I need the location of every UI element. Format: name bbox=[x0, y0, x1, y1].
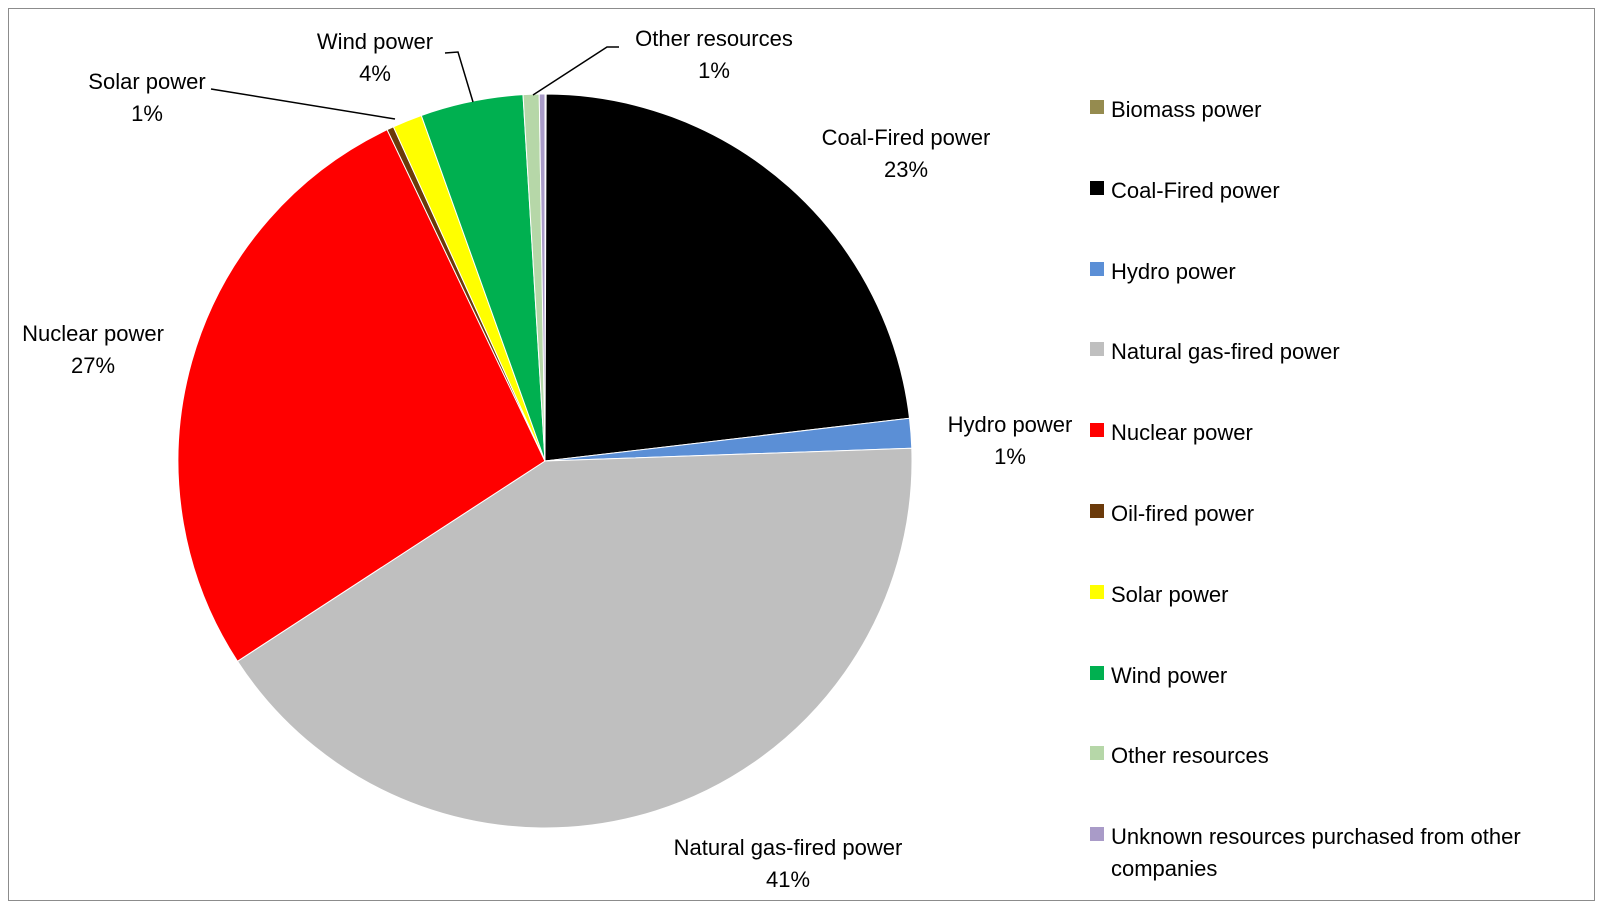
slice-label-other-resources-percent: 1% bbox=[698, 58, 730, 83]
legend-swatch-nuclear-power bbox=[1090, 423, 1104, 438]
legend-item-biomass-power: Biomass power bbox=[1090, 94, 1581, 126]
slice-label-hydro-power-name: Hydro power bbox=[948, 412, 1073, 437]
legend-swatch-solar-power bbox=[1090, 584, 1104, 599]
legend-label-oil-fired-power: Oil-fired power bbox=[1111, 501, 1255, 526]
leader-line-solar-power bbox=[210, 88, 396, 120]
legend-label-solar-power: Solar power bbox=[1111, 581, 1229, 607]
legend-label-unknown-resources-purchased-from-other-companies: Unknown resources purchased from other c… bbox=[1111, 824, 1521, 882]
slice-label-nuclear-power-percent: 27% bbox=[71, 353, 115, 378]
legend-swatch-biomass-power bbox=[1090, 100, 1104, 114]
slice-label-solar-power-name: Solar power bbox=[88, 69, 205, 94]
slice-label-wind-power-name: Wind power bbox=[317, 29, 433, 54]
legend-swatch-hydro-power bbox=[1090, 261, 1104, 276]
legend-swatch-coal-fired-power bbox=[1090, 180, 1104, 195]
legend-label-biomass-power: Biomass power bbox=[1111, 97, 1262, 122]
legend-item-other-resources: Other resources bbox=[1090, 740, 1581, 772]
legend-item-natural-gas-fired-power: Natural gas-fired power bbox=[1090, 336, 1581, 368]
slice-label-solar-power-percent: 1% bbox=[131, 101, 163, 126]
legend-swatch-oil-fired-power bbox=[1090, 504, 1104, 518]
leader-line-wind-power bbox=[444, 51, 474, 103]
pie-slice-unknown-resources-purchased-from-other-companies bbox=[538, 93, 546, 462]
slice-label-hydro-power-percent: 1% bbox=[994, 444, 1026, 469]
slice-label-nuclear-power-name: Nuclear power bbox=[22, 321, 164, 346]
legend-swatch-natural-gas-fired-power bbox=[1090, 342, 1104, 357]
legend-label-natural-gas-fired-power: Natural gas-fired power bbox=[1111, 339, 1340, 365]
legend-label-coal-fired-power: Coal-Fired power bbox=[1111, 177, 1280, 203]
legend-label-hydro-power: Hydro power bbox=[1111, 258, 1236, 284]
legend-item-hydro-power: Hydro power bbox=[1090, 256, 1581, 288]
legend-label-other-resources: Other resources bbox=[1111, 743, 1269, 769]
legend-item-unknown-resources-purchased-from-other-companies: Unknown resources purchased from other c… bbox=[1090, 821, 1581, 885]
slice-label-other-resources-name: Other resources bbox=[635, 26, 793, 51]
leader-line-other-resources bbox=[532, 46, 619, 96]
slice-label-natural-gas-fired-power-name: Natural gas-fired power bbox=[674, 835, 903, 860]
legend-swatch-wind-power bbox=[1090, 665, 1104, 680]
legend-item-coal-fired-power: Coal-Fired power bbox=[1090, 175, 1581, 207]
slice-label-coal-fired-power-percent: 23% bbox=[884, 157, 928, 182]
legend-label-nuclear-power: Nuclear power bbox=[1111, 420, 1253, 446]
slice-label-wind-power-percent: 4% bbox=[359, 61, 391, 86]
legend-swatch-other-resources bbox=[1090, 746, 1104, 761]
slice-label-natural-gas-fired-power-percent: 41% bbox=[766, 867, 810, 892]
legend-item-wind-power: Wind power bbox=[1090, 660, 1581, 692]
chart-frame bbox=[8, 8, 1595, 901]
slice-label-coal-fired-power-name: Coal-Fired power bbox=[822, 125, 991, 150]
pie-slice-natural-gas-fired-power bbox=[236, 447, 913, 829]
legend-item-oil-fired-power: Oil-fired power bbox=[1090, 498, 1581, 530]
legend-item-solar-power: Solar power bbox=[1090, 579, 1581, 611]
pie-slice-coal-fired-power bbox=[544, 93, 911, 462]
legend-label-wind-power: Wind power bbox=[1111, 662, 1228, 688]
legend-item-nuclear-power: Nuclear power bbox=[1090, 417, 1581, 449]
pie-slice-nuclear-power bbox=[177, 129, 546, 662]
legend-swatch-unknown-resources-purchased-from-other-companies bbox=[1090, 827, 1104, 842]
